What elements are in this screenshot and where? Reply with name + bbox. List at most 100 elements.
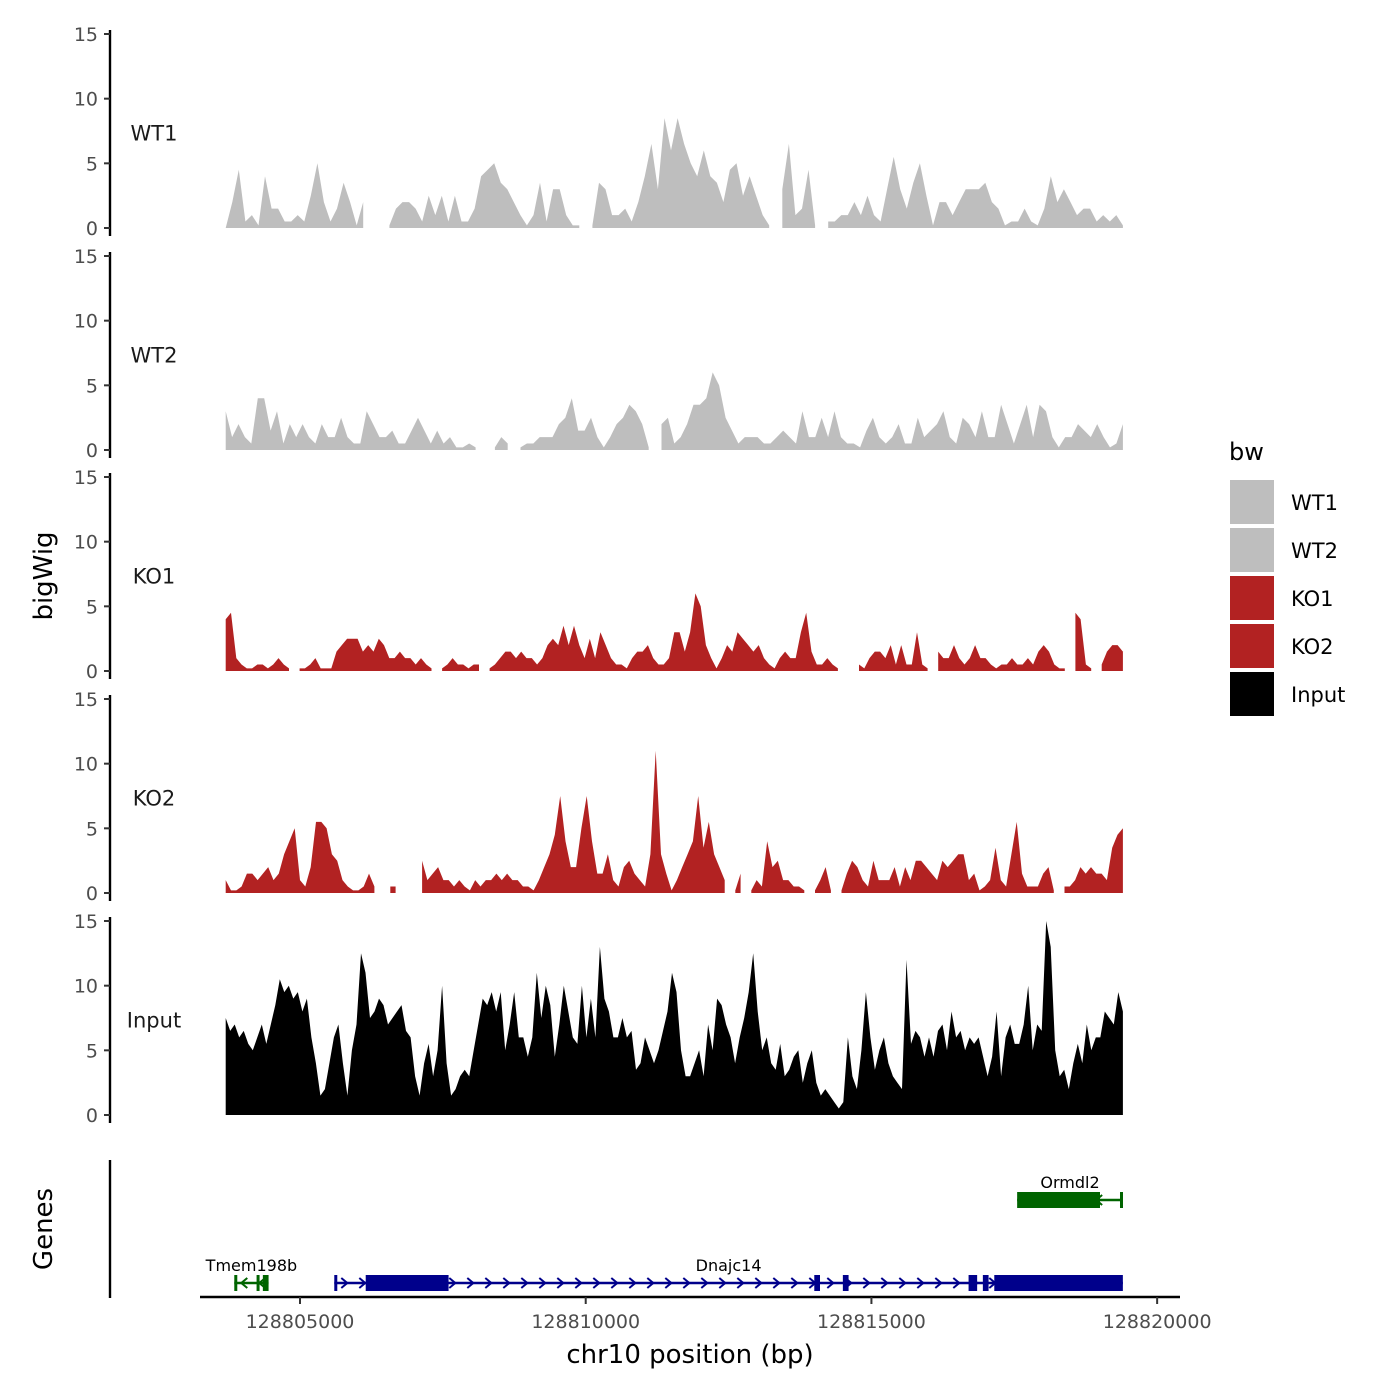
signal-area-ko2-5 [815,867,831,893]
gene-label: Dnajc14 [696,1256,762,1275]
signal-area-ko1-1 [299,638,432,671]
y-tick-label: 10 [74,89,98,111]
strand-arrow [574,1277,583,1289]
strand-arrow [826,1277,835,1289]
legend-key-input [1230,672,1274,716]
exon [1120,1192,1123,1208]
track-wt1: 0 5 10 15 WT1 [74,24,1123,240]
legend-label-input: Input [1291,683,1345,707]
track-label-wt1: WT1 [131,122,178,146]
legend-key-ko1 [1230,576,1274,620]
exon [334,1275,338,1291]
track-label-ko2: KO2 [133,787,176,811]
signal-area-wt2-2 [520,398,649,450]
signal-area-ko1-0 [225,612,289,671]
y-tick-label: 15 [74,689,98,711]
strand-arrow [239,1277,248,1289]
track-ko1: 0 5 10 15 KO1 [74,467,1123,683]
exon [994,1275,1123,1291]
y-tick-label: 10 [74,311,98,333]
exon [982,1275,989,1291]
signal-area-ko2-6 [841,821,1054,893]
strand-arrow [772,1277,781,1289]
legend-title: bw [1229,438,1264,466]
strand-arrow [448,1277,457,1289]
y-tick-label: 15 [74,467,98,489]
legend-key-wt2 [1230,528,1274,572]
y-tick-label: 0 [86,440,98,462]
track-label-wt2: WT2 [131,344,178,368]
strand-arrow [664,1277,673,1289]
strand-arrow [934,1277,943,1289]
gene-dnajc14: Dnajc14 [334,1256,1123,1291]
track-input: 0 5 10 15 Input [74,911,1123,1127]
y-tick-label: 0 [86,218,98,240]
strand-arrow [862,1277,871,1289]
strand-arrow [700,1277,709,1289]
genes-axis-title: Genes [29,1188,59,1270]
track-wt2: 0 5 10 15 WT2 [74,246,1123,462]
y-tick-label: 0 [86,883,98,905]
signal-area-ko1-7 [1075,612,1092,671]
gene-label: Ormdl2 [1040,1173,1099,1192]
strand-arrow [556,1277,565,1289]
signal-area-ko1-5 [859,632,928,671]
strand-arrow [790,1277,799,1289]
signal-area-ko2-7 [1064,828,1123,893]
legend-key-ko2 [1230,624,1274,668]
track-label-input: Input [127,1009,181,1033]
strand-arrow [682,1277,691,1289]
strand-arrow [952,1277,961,1289]
legend-label-wt1: WT1 [1291,491,1338,515]
signal-area-ko2-2 [422,750,725,893]
y-tick-label: 15 [74,246,98,268]
strand-arrow [646,1277,655,1289]
y-tick-label: 5 [86,375,98,397]
y-tick-label: 5 [86,596,98,618]
strand-arrow [340,1277,349,1289]
strand-arrow [916,1277,925,1289]
exon [1017,1192,1100,1208]
exon [262,1275,269,1291]
signal-area-wt1-2 [592,118,770,228]
x-tick-label: 128815000 [817,1311,926,1333]
y-axis-title: bigWig [29,531,59,620]
gene-ormdl2: Ormdl2 [1017,1173,1123,1208]
x-axis: 128805000 128810000 128815000 128820000 [200,1295,1212,1333]
y-tick-label: 0 [86,1105,98,1127]
y-tick-label: 5 [86,1040,98,1062]
strand-arrow [484,1277,493,1289]
legend-label-ko1: KO1 [1291,587,1334,611]
strand-arrow [610,1277,619,1289]
strand-arrow [898,1277,907,1289]
legend-label-wt2: WT2 [1291,539,1338,563]
gene-tmem198b: Tmem198b [205,1256,297,1291]
exon [256,1275,260,1291]
signal-area-ko2-4 [751,841,805,893]
strand-arrow [358,1277,367,1289]
track-label-ko1: KO1 [133,565,176,589]
exon [234,1275,238,1291]
strand-arrow [502,1277,511,1289]
signal-area-ko2-3 [735,873,741,893]
exon [365,1275,449,1291]
signal-area-input-0 [225,921,1123,1115]
track-ko2: 0 5 10 15 KO2 [74,689,1123,905]
x-tick-label: 128820000 [1103,1311,1212,1333]
strand-arrow [466,1277,475,1289]
signal-area-wt1-1 [389,163,580,228]
gene-label: Tmem198b [205,1256,297,1275]
signal-area-wt1-4 [828,156,1123,228]
y-tick-label: 10 [74,976,98,998]
y-tick-label: 15 [74,24,98,46]
strand-arrow [880,1277,889,1289]
signal-area-ko1-3 [489,593,838,671]
y-tick-label: 10 [74,754,98,776]
exon [968,1275,978,1291]
signal-area-wt2-3 [661,372,1123,450]
signal-area-wt1-3 [782,143,816,228]
strand-arrow [520,1277,529,1289]
gene-track: Tmem198b Dnajc14 Ormdl2 [108,1160,1123,1298]
signal-area-wt2-1 [494,437,508,450]
